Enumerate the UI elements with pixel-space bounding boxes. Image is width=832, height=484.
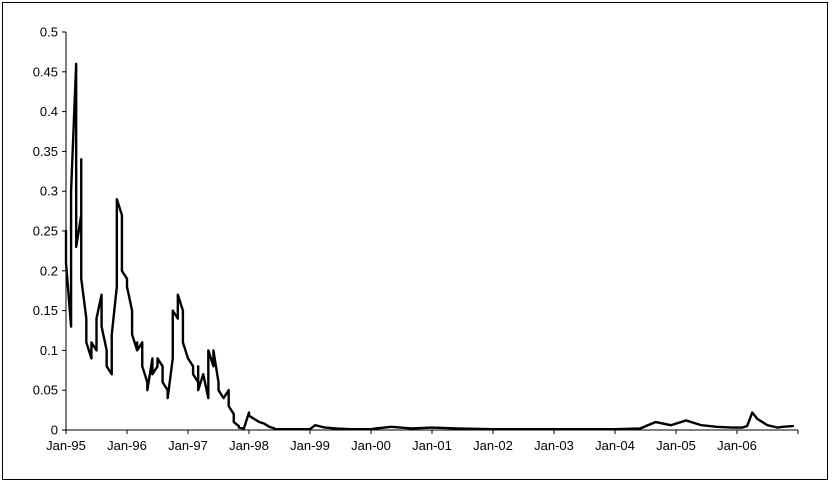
x-tick-label: Jan-00 [351, 438, 391, 453]
x-tick-label: Jan-04 [595, 438, 635, 453]
x-tick-label: Jan-03 [534, 438, 574, 453]
tick-labels: 0 0.05 0.1 0.15 0.2 0.25 0.3 0.35 0.4 0.45 0.5 Jan-… [33, 25, 757, 454]
x-tick-label: Jan-01 [412, 438, 452, 453]
axes [65, 32, 798, 431]
x-tick-label: Jan-99 [290, 438, 330, 453]
y-tick-label: 0.45 [33, 64, 58, 79]
y-tick-label: 0.3 [40, 184, 58, 199]
x-tick-label: Jan-98 [229, 438, 269, 453]
y-tick-label: 0.35 [33, 144, 58, 159]
x-tick-label: Jan-95 [46, 438, 86, 453]
x-tick-label: Jan-06 [717, 438, 757, 453]
y-tick-label: 0.4 [40, 104, 58, 119]
series-layer [64, 62, 795, 431]
y-tick-label: 0.25 [33, 224, 58, 239]
y-tick-label: 0 [51, 423, 58, 438]
y-tick-label: 0.15 [33, 303, 58, 318]
x-tick-label: Jan-05 [656, 438, 696, 453]
y-tick-label: 0.1 [40, 343, 58, 358]
x-tick-label: Jan-02 [473, 438, 513, 453]
y-tick-label: 0.2 [40, 263, 58, 278]
line-chart: 0 0.05 0.1 0.15 0.2 0.25 0.3 0.35 0.4 0.45 0.5 Jan-… [33, 25, 799, 454]
series-line [64, 62, 795, 431]
y-tick-label: 0.5 [40, 25, 58, 40]
y-tick-label: 0.05 [33, 383, 58, 398]
x-tick-label: Jan-97 [168, 438, 208, 453]
x-tick-label: Jan-96 [107, 438, 147, 453]
ticks [62, 31, 799, 434]
